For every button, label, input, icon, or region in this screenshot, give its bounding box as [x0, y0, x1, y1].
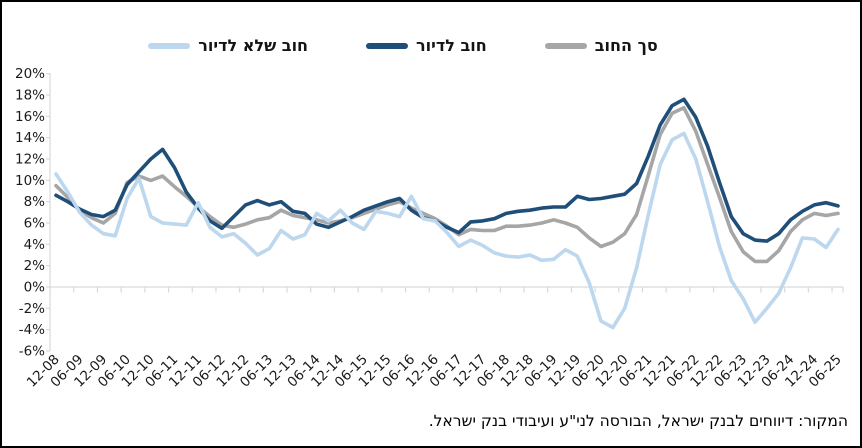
legend-item-total-debt: סך החוב [544, 36, 658, 55]
svg-text:18%: 18% [15, 88, 45, 104]
svg-text:-4%: -4% [19, 322, 45, 338]
svg-text:16%: 16% [15, 109, 45, 125]
svg-text:20%: 20% [15, 66, 45, 82]
svg-text:10%: 10% [15, 173, 45, 189]
total-debt-line-swatch [544, 42, 587, 49]
svg-text:14%: 14% [15, 130, 45, 146]
svg-text:2%: 2% [24, 258, 46, 274]
legend: חוב שלא לדיור חוב לדיור סך החוב [2, 36, 832, 55]
svg-text:0%: 0% [24, 280, 46, 296]
svg-text:6%: 6% [24, 216, 46, 232]
legend-item-non-housing-debt: חוב שלא לדיור [148, 36, 308, 55]
svg-text:-2%: -2% [19, 301, 45, 317]
non-housing-debt-line-swatch [148, 42, 191, 49]
source-caption: המקור: דיווחים לבנק ישראל, הבורסה לני"ע … [428, 412, 848, 430]
svg-text:-6%: -6% [19, 343, 45, 359]
legend-label: חוב לדיור [416, 36, 487, 55]
svg-text:8%: 8% [24, 194, 46, 210]
svg-text:4%: 4% [24, 237, 46, 253]
housing-debt-line-swatch [366, 42, 409, 49]
svg-text:12%: 12% [15, 152, 45, 168]
legend-label: סך החוב [594, 36, 658, 55]
legend-label: חוב שלא לדיור [198, 36, 309, 55]
legend-item-housing-debt: חוב לדיור [366, 36, 487, 55]
